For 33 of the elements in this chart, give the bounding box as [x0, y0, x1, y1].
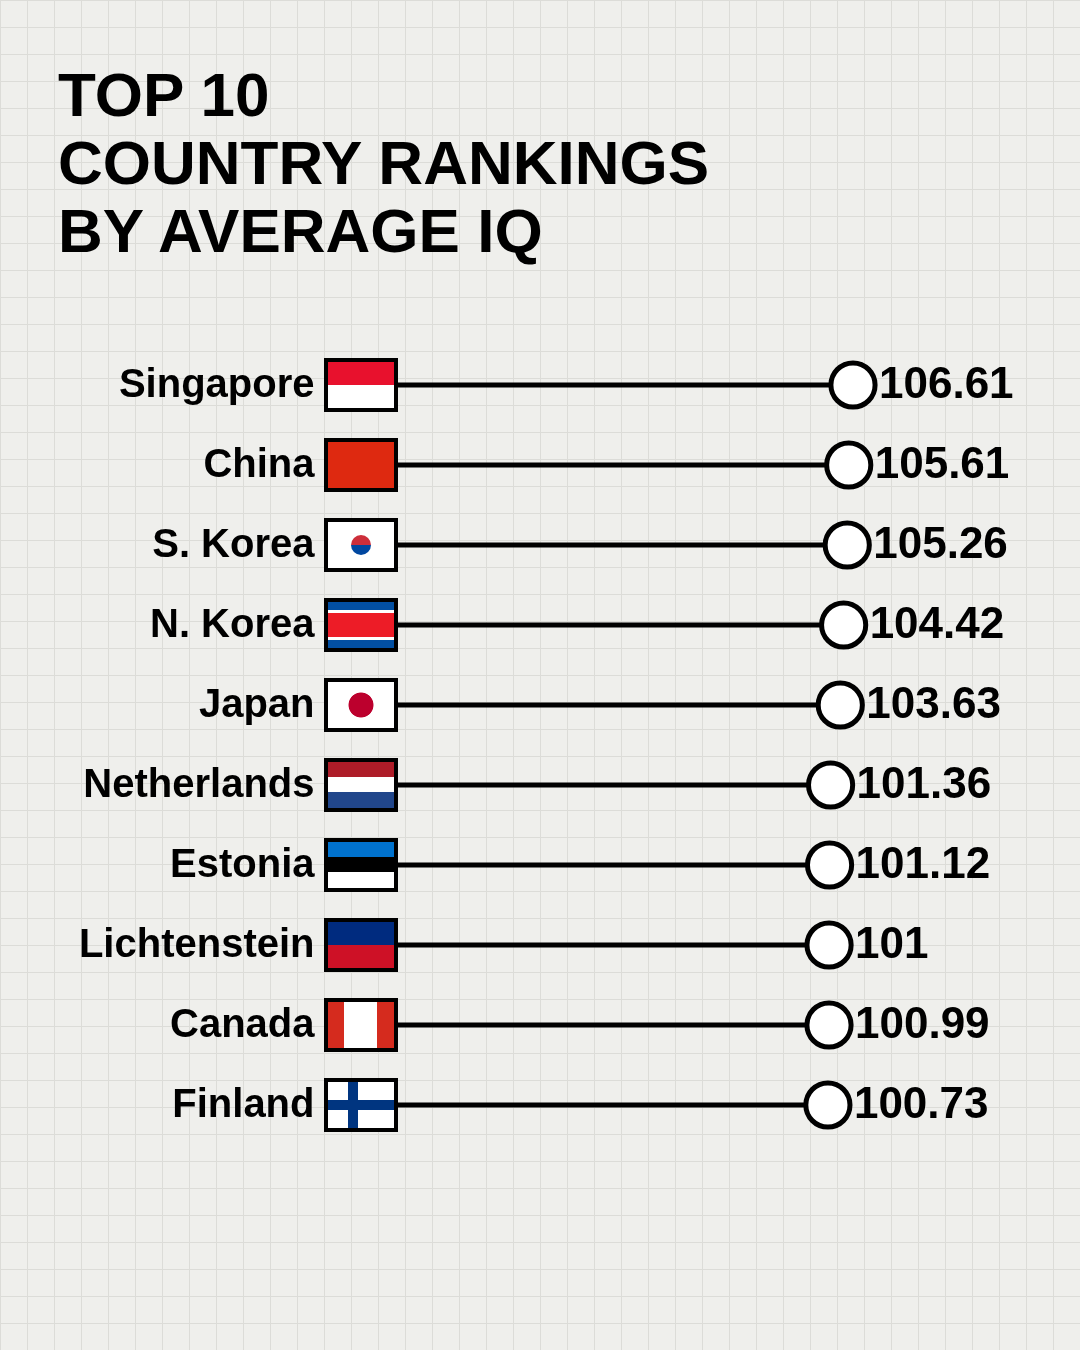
y-tick-label: Lichtenstein: [78, 921, 315, 965]
text: BY AVERAGE IQ: [58, 196, 543, 265]
data-label: 100.99: [855, 998, 990, 1047]
y-tick-label: S. Korea: [152, 521, 316, 565]
data-label: 100.73: [853, 1078, 989, 1127]
point: [804, 840, 855, 890]
data-label: 105.61: [874, 438, 1010, 487]
y-tick-label: Canada: [170, 1001, 316, 1045]
data-label: 101: [855, 918, 929, 967]
y-tick-label: China: [203, 441, 316, 485]
data-label: 105.26: [873, 518, 1008, 567]
data-label: 104.42: [869, 598, 1005, 647]
text: COUNTRY RANKINGS: [58, 128, 710, 197]
y-tick-label: Netherlands: [83, 761, 315, 805]
point: [815, 680, 865, 730]
text: TOP 10: [58, 60, 270, 129]
point: [804, 1000, 854, 1050]
data-label: 106.61: [879, 358, 1014, 407]
point: [804, 920, 854, 970]
point: [803, 1080, 853, 1130]
point: [819, 600, 869, 650]
y-tick-label: N. Korea: [150, 601, 316, 645]
point: [822, 520, 872, 570]
point: [806, 760, 856, 810]
point: [824, 440, 874, 490]
data-label: 103.63: [866, 678, 1001, 727]
y-tick-label: Singapore: [118, 361, 315, 405]
data-label: 101.36: [856, 758, 992, 807]
y-tick-label: Finland: [172, 1081, 315, 1125]
data-label: 101.12: [855, 838, 991, 887]
y-tick-label: Estonia: [170, 841, 316, 885]
y-tick-label: Japan: [198, 681, 315, 725]
point: [828, 360, 878, 410]
